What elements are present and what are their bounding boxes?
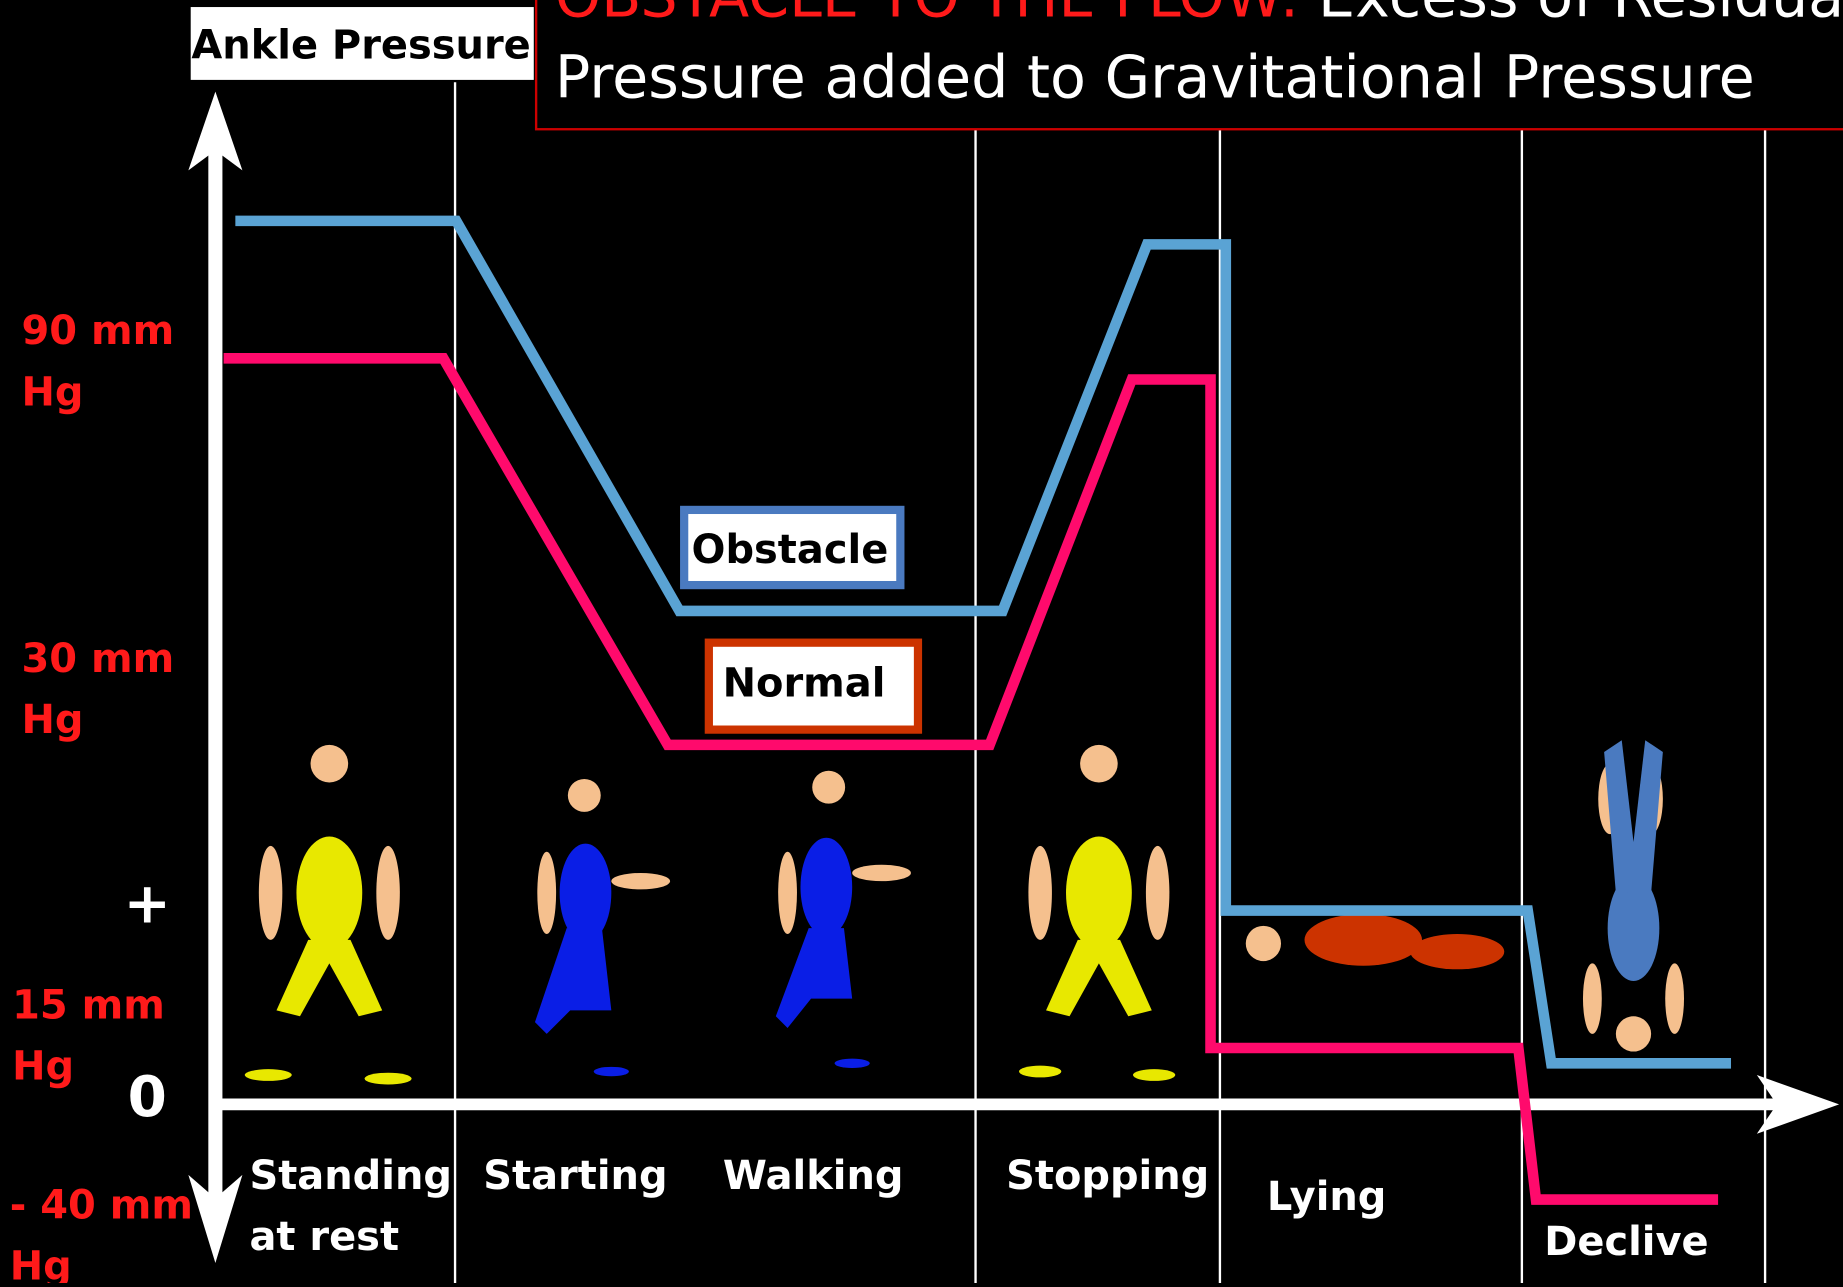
- title-line2: Pressure added to Gravitational Pressure: [555, 43, 1755, 112]
- phase-label: Standing: [249, 1153, 452, 1199]
- phase-label: Lying: [1267, 1174, 1386, 1220]
- pressure-label: 15 mm: [12, 983, 165, 1029]
- legend-obstacle: Obstacle: [692, 527, 889, 573]
- pressure-label: 30 mm: [22, 636, 175, 682]
- phase-label: Stopping: [1006, 1153, 1209, 1199]
- title-highlight: OBSTACLE TO THE FLOW:: [555, 0, 1299, 30]
- pressure-label: 90 mm: [22, 308, 175, 354]
- title-line1: OBSTACLE TO THE FLOW: Excess of Residual: [555, 0, 1843, 30]
- plus-sign: +: [124, 871, 171, 936]
- phase-label: at rest: [249, 1214, 399, 1260]
- pressure-label: - 40 mm: [10, 1182, 193, 1228]
- phase-label: Walking: [723, 1153, 904, 1199]
- slide: OBSTACLE TO THE FLOW: Excess of Residual…: [0, 0, 1843, 1283]
- axis-title: Ankle Pressure: [191, 23, 530, 69]
- pressure-label: Hg: [12, 1044, 74, 1090]
- pressure-label: Hg: [22, 369, 84, 415]
- phase-label: Declive: [1544, 1219, 1708, 1265]
- pressure-label: Hg: [22, 697, 84, 743]
- phase-label: Starting: [483, 1153, 667, 1199]
- legend-normal: Normal: [723, 661, 886, 707]
- title-rest: Excess of Residual: [1318, 0, 1843, 30]
- pressure-label: Hg: [10, 1243, 72, 1283]
- zero-label: 0: [128, 1065, 167, 1130]
